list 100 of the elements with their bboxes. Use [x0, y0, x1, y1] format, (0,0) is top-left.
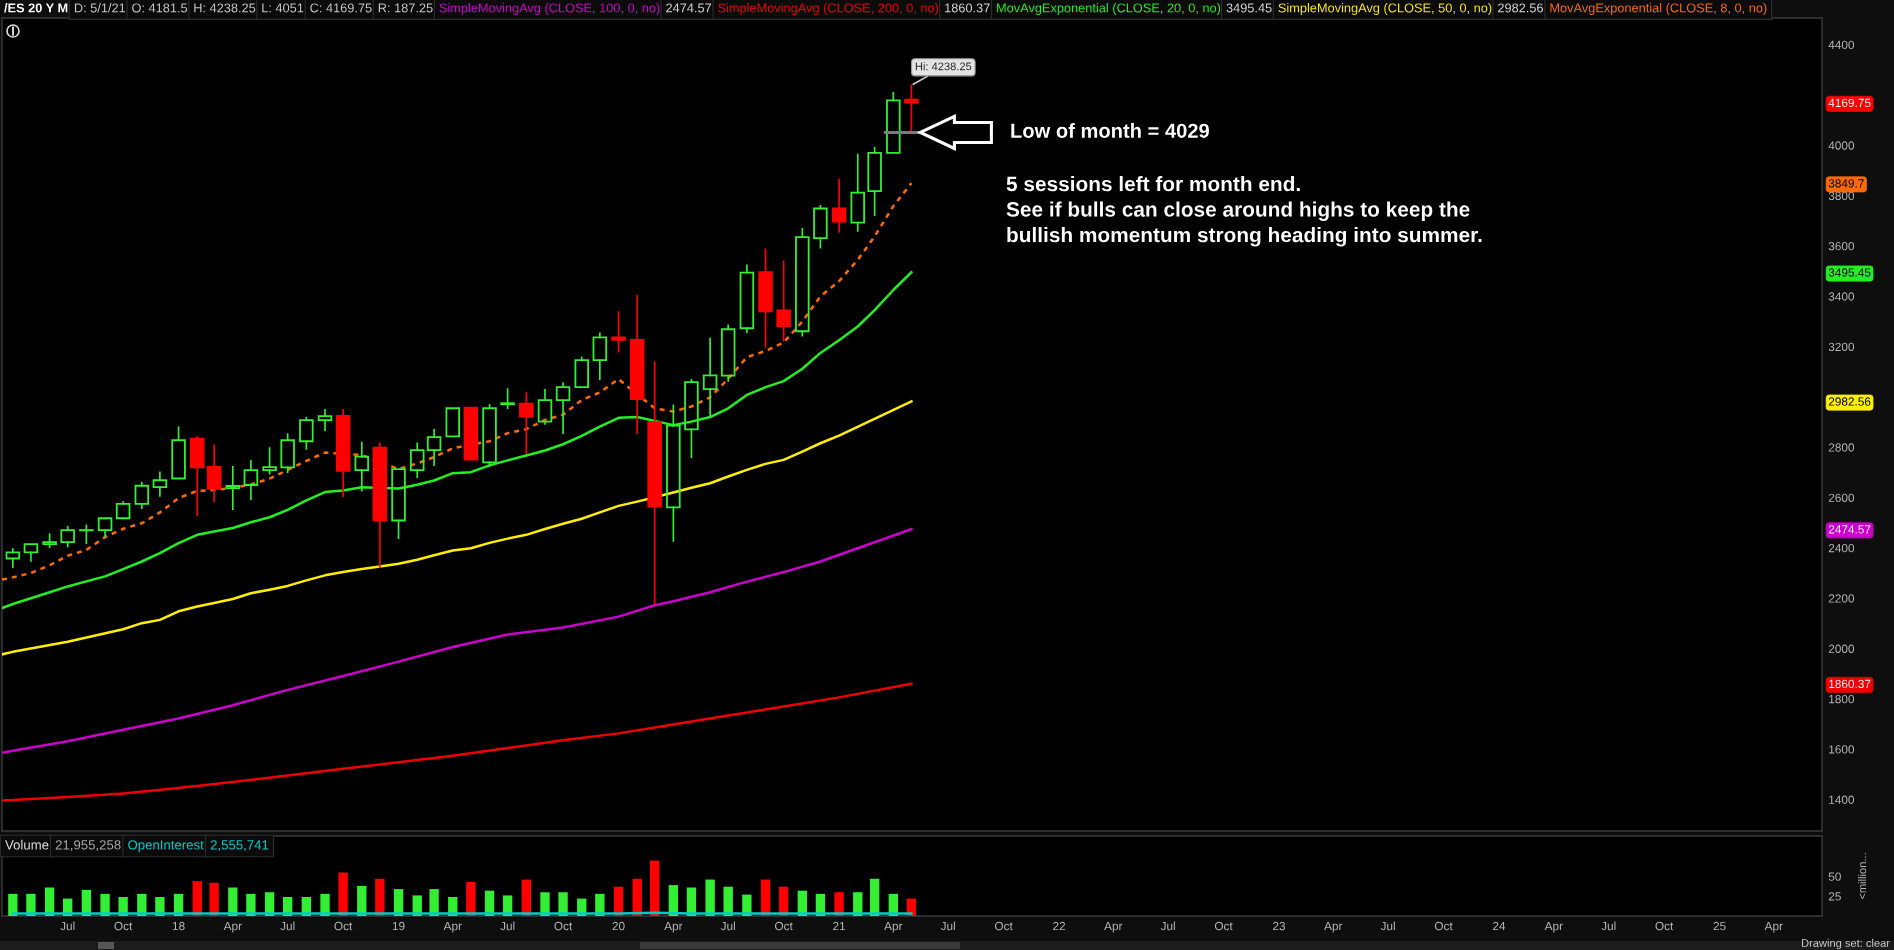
x-tick-label: Oct	[1214, 921, 1233, 931]
y-tick-label: 1860.37	[1829, 679, 1871, 689]
candlestick	[795, 228, 810, 337]
candlestick	[243, 460, 259, 500]
x-tick-label: 21	[833, 921, 846, 931]
candlestick	[647, 361, 662, 605]
text: 2982.56	[1498, 3, 1543, 13]
candlestick	[758, 248, 773, 348]
text: D: 5/1/21	[74, 3, 126, 13]
y-tick-label: 3800	[1828, 191, 1855, 201]
candlestick	[850, 153, 866, 232]
x-tick-label: 18	[172, 921, 185, 931]
x-tick-label: 20	[612, 921, 625, 931]
x-tick-label: Oct	[994, 921, 1013, 931]
x-tick-label: Jul	[1601, 921, 1616, 931]
text: O: 4181.5	[132, 3, 188, 13]
text: R: 187.25	[378, 3, 433, 13]
x-tick-label: Apr	[1104, 921, 1123, 933]
candlestick	[354, 441, 370, 492]
x-tick-label: Oct	[114, 921, 133, 931]
candlestick	[134, 481, 150, 510]
x-tick-label: 19	[392, 921, 405, 931]
text: H: 4238.25	[194, 3, 256, 13]
x-tick-label: Oct	[1655, 921, 1674, 931]
candlestick	[720, 324, 736, 382]
y-tick-label: 1400	[1829, 795, 1855, 804]
text: Volume	[5, 839, 49, 850]
x-tick-label: Apr	[664, 921, 683, 933]
candlestick	[445, 407, 461, 438]
x-tick-label: Jul	[1160, 921, 1175, 931]
text: OpenInterest	[128, 840, 204, 853]
candlestick	[409, 442, 425, 479]
bar	[338, 872, 348, 916]
candlestick	[666, 404, 681, 542]
candlestick	[702, 337, 718, 418]
candlestick	[629, 294, 645, 435]
line-series	[2, 527, 913, 754]
text: 3495.45	[1226, 3, 1272, 13]
y-tick-label: 3849.7	[1828, 179, 1864, 188]
bar	[650, 860, 660, 916]
text: C: 4169.75	[310, 3, 372, 13]
line-series	[2, 400, 913, 656]
candlestick	[372, 442, 388, 568]
candlestick	[115, 501, 131, 520]
x-tick-label: 22	[1053, 921, 1066, 931]
text: 1860.37	[945, 3, 990, 13]
x-tick-label: 25	[1713, 921, 1726, 931]
y-tick-label: 3200	[1828, 342, 1855, 352]
y-tick-label: 2982.56	[1828, 397, 1871, 406]
bar	[209, 882, 219, 916]
bar	[632, 878, 642, 916]
y-tick-label: 3495.45	[1828, 268, 1871, 277]
y-tick-label: 50	[1828, 872, 1841, 881]
text: L: 4051	[262, 3, 304, 13]
text: SimpleMovingAvg (CLOSE, 50, 0, no)	[1278, 3, 1492, 15]
x-tick-label: Oct	[554, 921, 573, 931]
y-tick-label: 2474.57	[1828, 525, 1871, 534]
text: 2474.57	[666, 3, 712, 13]
y-axis-title: <million...	[1858, 853, 1867, 900]
text: Drawing set: clear	[1801, 938, 1890, 950]
candlestick	[60, 525, 75, 548]
x-tick-label: Apr	[443, 921, 462, 933]
x-tick-label: Jul	[280, 921, 295, 931]
y-tick-label: 3600	[1828, 242, 1855, 251]
y-tick-label: 1800	[1829, 694, 1855, 704]
candlestick	[592, 332, 608, 380]
y-tick-label: 2200	[1828, 594, 1855, 603]
x-tick-label: Jul	[720, 921, 735, 931]
line-series	[2, 682, 913, 802]
x-tick-label: Oct	[775, 921, 793, 931]
candlestick	[225, 466, 241, 511]
y-tick-label: 2800	[1828, 443, 1855, 452]
y-tick-label: 25	[1828, 892, 1841, 901]
bar	[8, 893, 18, 916]
annotation: Low of month = 4029	[1011, 123, 1209, 138]
x-tick-label: Apr	[1764, 921, 1783, 933]
candlestick	[519, 392, 534, 454]
candlestick	[152, 471, 168, 497]
candlestick	[97, 517, 113, 537]
candlestick	[537, 389, 553, 425]
bar	[375, 878, 385, 916]
candlestick	[463, 406, 479, 461]
chart-title: /ES 20 Y M	[4, 3, 68, 13]
bar	[705, 879, 715, 916]
candlestick	[684, 379, 699, 458]
candlestick	[611, 311, 626, 353]
x-tick-label: 23	[1273, 921, 1286, 931]
candlestick	[5, 548, 21, 568]
y-tick-label: 1600	[1829, 745, 1855, 754]
candlestick	[555, 382, 571, 435]
x-tick-label: Apr	[223, 921, 242, 933]
annotation: 21,955,258	[55, 840, 121, 852]
x-tick-label: Jul	[500, 921, 515, 931]
candlestick	[886, 91, 901, 154]
y-tick-label: 4000	[1828, 141, 1855, 150]
candlestick	[904, 84, 919, 134]
x-tick-label: 24	[1493, 921, 1506, 931]
y-tick-label: 2400	[1828, 543, 1855, 553]
line-series	[2, 181, 913, 581]
text: SimpleMovingAvg (CLOSE, 100, 0, no)	[439, 3, 660, 15]
